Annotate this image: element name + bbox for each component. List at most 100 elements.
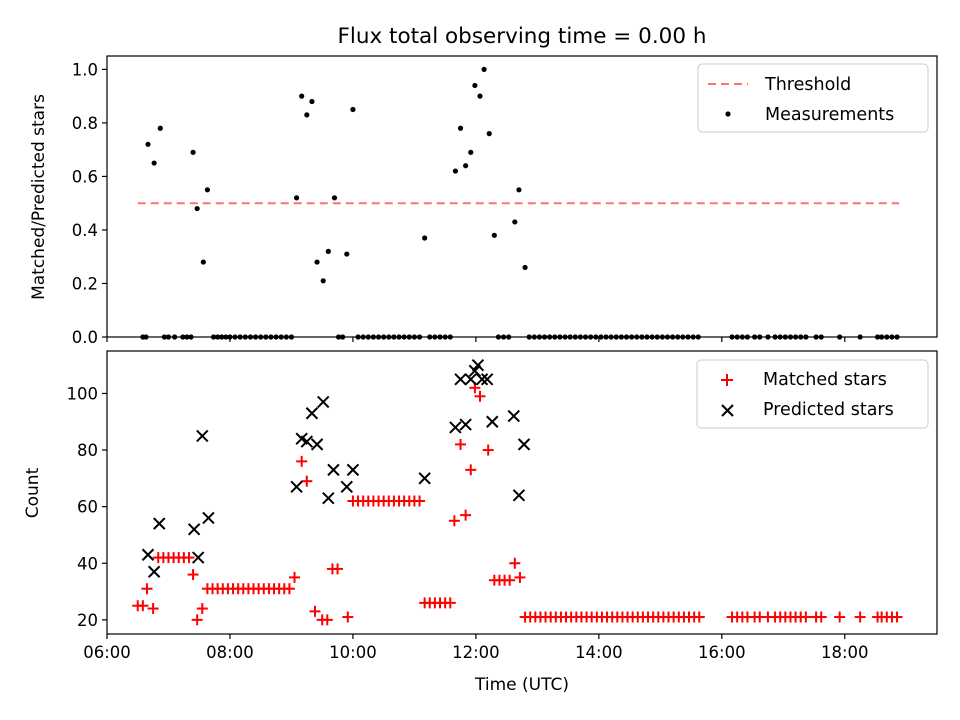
measurement-point [157,125,163,131]
measurement-point [309,98,315,105]
count-axes-frame [106,350,938,635]
matched-point [296,455,308,467]
predicted-point [300,435,314,448]
measurement-point [151,160,157,166]
ratio-y-ticks: 0.0 0.2 0.4 0.6 0.8 1.0 [72,60,107,347]
measurement-point [194,205,200,212]
predicted-point [305,407,319,420]
count-y-tick-label: 60 [77,498,98,517]
matched-point [283,583,295,595]
count-x-tick-label: 08:00 [206,643,254,662]
legend-predicted-swatch [721,404,734,417]
predicted-point [449,421,462,434]
measurement-point [304,112,310,118]
predicted-point [191,551,205,564]
measurement-point [190,149,196,155]
ratio-y-tick-label: 0.4 [72,221,98,240]
ratio-legend-box [697,63,929,133]
measurement-point [481,66,487,72]
matched-point [289,571,301,583]
matched-point [444,597,456,609]
matched-point [147,603,159,615]
count-legend-box [696,359,929,429]
measurement-point [422,235,428,241]
predicted-point [340,480,353,494]
predicted-point [418,472,431,485]
matched-point [183,552,195,564]
matched-point [815,611,827,623]
predicted-point [507,409,521,423]
legend-measurement-swatch [725,111,731,117]
legend-matched-label: Matched stars [763,370,887,390]
matched-point [854,611,866,623]
count-legend: Matched stars Predicted stars [696,359,929,429]
count-x-tick-label: 16:00 [698,643,746,662]
ratio-x-ticks [106,337,846,342]
count-y-tick-label: 100 [67,384,99,403]
matched-point [465,464,477,476]
predicted-point [202,511,215,525]
measurement-point [314,259,320,265]
predicted-point [454,373,467,386]
predicted-point [475,373,489,386]
measurement-point [145,141,151,147]
measurement-point [320,278,326,284]
measurement-point [344,251,350,257]
predicted-point [471,358,485,372]
predicted-point [322,491,335,505]
predicted-point [153,517,166,530]
measurement-point [331,195,338,201]
measurement-point [204,187,211,193]
count-x-tick-label: 18:00 [821,643,869,662]
predicted-point [141,548,155,561]
matched-point [448,515,460,527]
ratio-y-tick-label: 0.0 [72,328,98,347]
matched-point [474,390,486,402]
predicted-point [310,438,324,451]
ratio-y-tick-label: 0.6 [72,167,98,186]
matched-point [891,611,903,623]
matched-point [509,557,521,569]
count-x-tick-label: 12:00 [452,643,500,662]
matched-point [196,603,208,615]
measurement-point [522,264,528,271]
predicted-point [480,373,494,386]
legend-predicted-label: Predicted stars [763,400,894,420]
measurement-point [516,187,522,193]
legend-threshold-label: Threshold [764,75,851,95]
predicted-point [464,373,477,386]
predicted-point [346,463,360,477]
ratio-axes-frame [106,55,938,338]
measurement-point [486,131,492,137]
ratio-legend: Threshold Measurements [697,63,929,133]
matched-point [321,614,333,626]
predicted-point [290,480,303,494]
predicted-point [327,463,340,477]
matched-point [342,611,354,623]
measurement-point [325,248,331,254]
predicted-points [141,358,531,578]
measurement-point [299,93,305,99]
measurement-point [452,168,458,174]
count-x-tick-label: 14:00 [575,643,623,662]
matched-point [332,563,344,575]
count-y-tick-label: 40 [77,554,98,573]
predicted-point [196,429,209,443]
matched-point [141,583,153,595]
measurement-point [472,82,478,89]
count-x-tick-label: 06:00 [83,643,131,662]
count-y-ticks: 20 40 60 80 100 [67,384,107,630]
count-y-tick-label: 80 [77,441,98,460]
measurement-point [350,106,356,113]
matched-point [693,611,705,623]
matched-point [309,605,321,617]
ratio-y-tick-label: 0.2 [72,274,98,293]
ratio-panel: 0.0 0.2 0.4 0.6 0.8 1.0 Matched/Predicted sta… [29,55,938,347]
predicted-point [317,395,330,409]
predicted-point [187,523,201,536]
count-y-label: Count [23,467,43,518]
ratio-y-tick-label: 1.0 [72,60,98,79]
measurement-point [457,125,464,131]
predicted-point [459,418,472,431]
